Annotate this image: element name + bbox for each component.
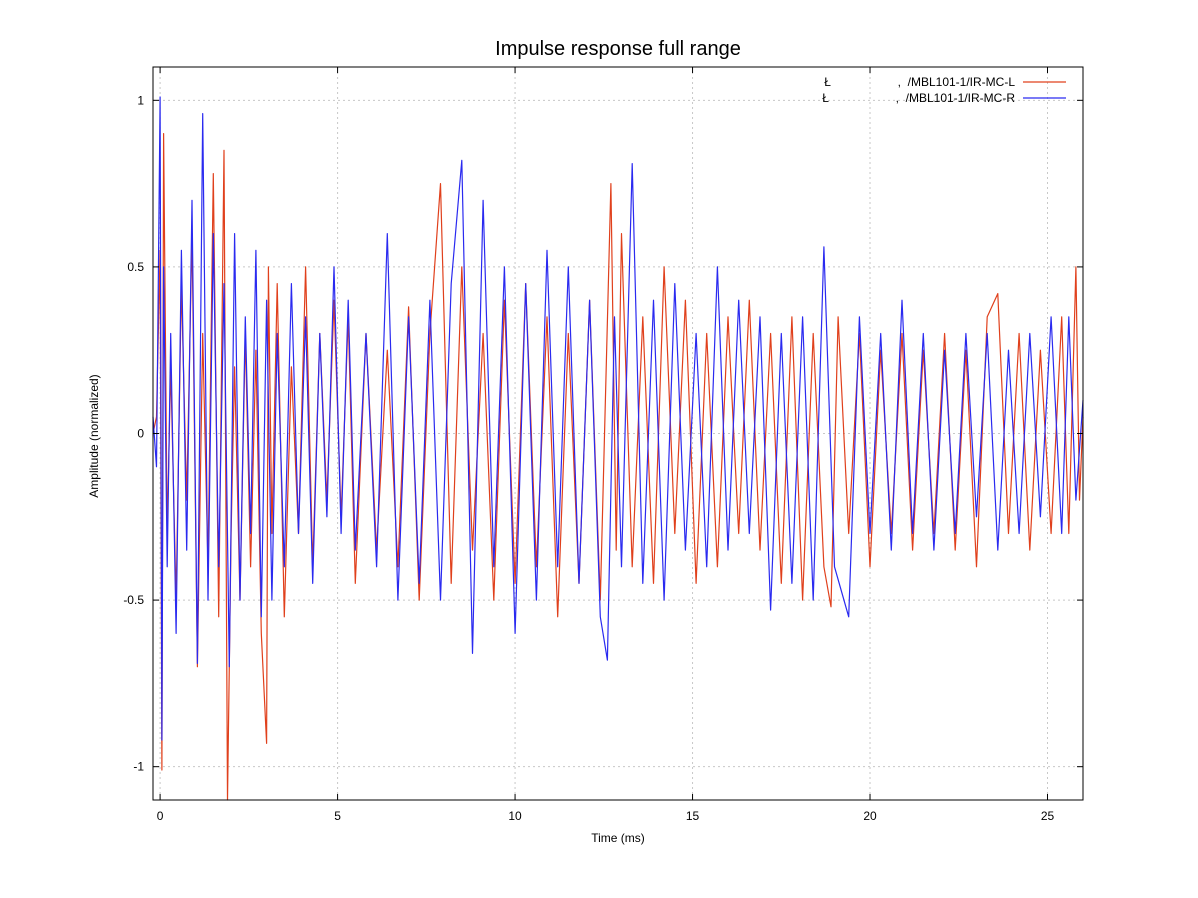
x-tick-labels: 0 5 10 15 20 25 [157,809,1055,823]
x-tick-label: 0 [157,809,164,823]
series-line-2 [152,96,1084,741]
chart-title: Impulse response full range [495,38,741,60]
y-tick-label: 0 [137,427,144,441]
x-tick-label: 20 [863,809,877,823]
x-tick-label: 10 [508,809,522,823]
grid-lines [153,67,1083,800]
legend: Ł , /MBL101-1/IR-MC-L Ł , /MBL101-1/IR-MC… [822,75,1066,105]
series-line-1 [152,133,1084,801]
axis-ticks [153,67,1083,800]
legend-label-1: Ł , /MBL101-1/IR-MC-L [824,75,1015,89]
y-tick-label: -1 [133,760,144,774]
x-tick-label: 5 [334,809,341,823]
series-layer [152,96,1084,801]
y-tick-label: 1 [137,93,144,107]
y-tick-labels: -1 -0.5 0 0.5 1 [123,93,144,773]
x-tick-label: 25 [1041,809,1055,823]
y-tick-label: -0.5 [123,593,144,607]
x-axis-label: Time (ms) [591,831,645,845]
legend-label-2: Ł , /MBL101-1/IR-MC-R [822,91,1015,105]
y-tick-label: 0.5 [127,260,144,274]
x-tick-label: 15 [686,809,700,823]
y-axis-label: Amplitude (normalized) [87,374,101,497]
